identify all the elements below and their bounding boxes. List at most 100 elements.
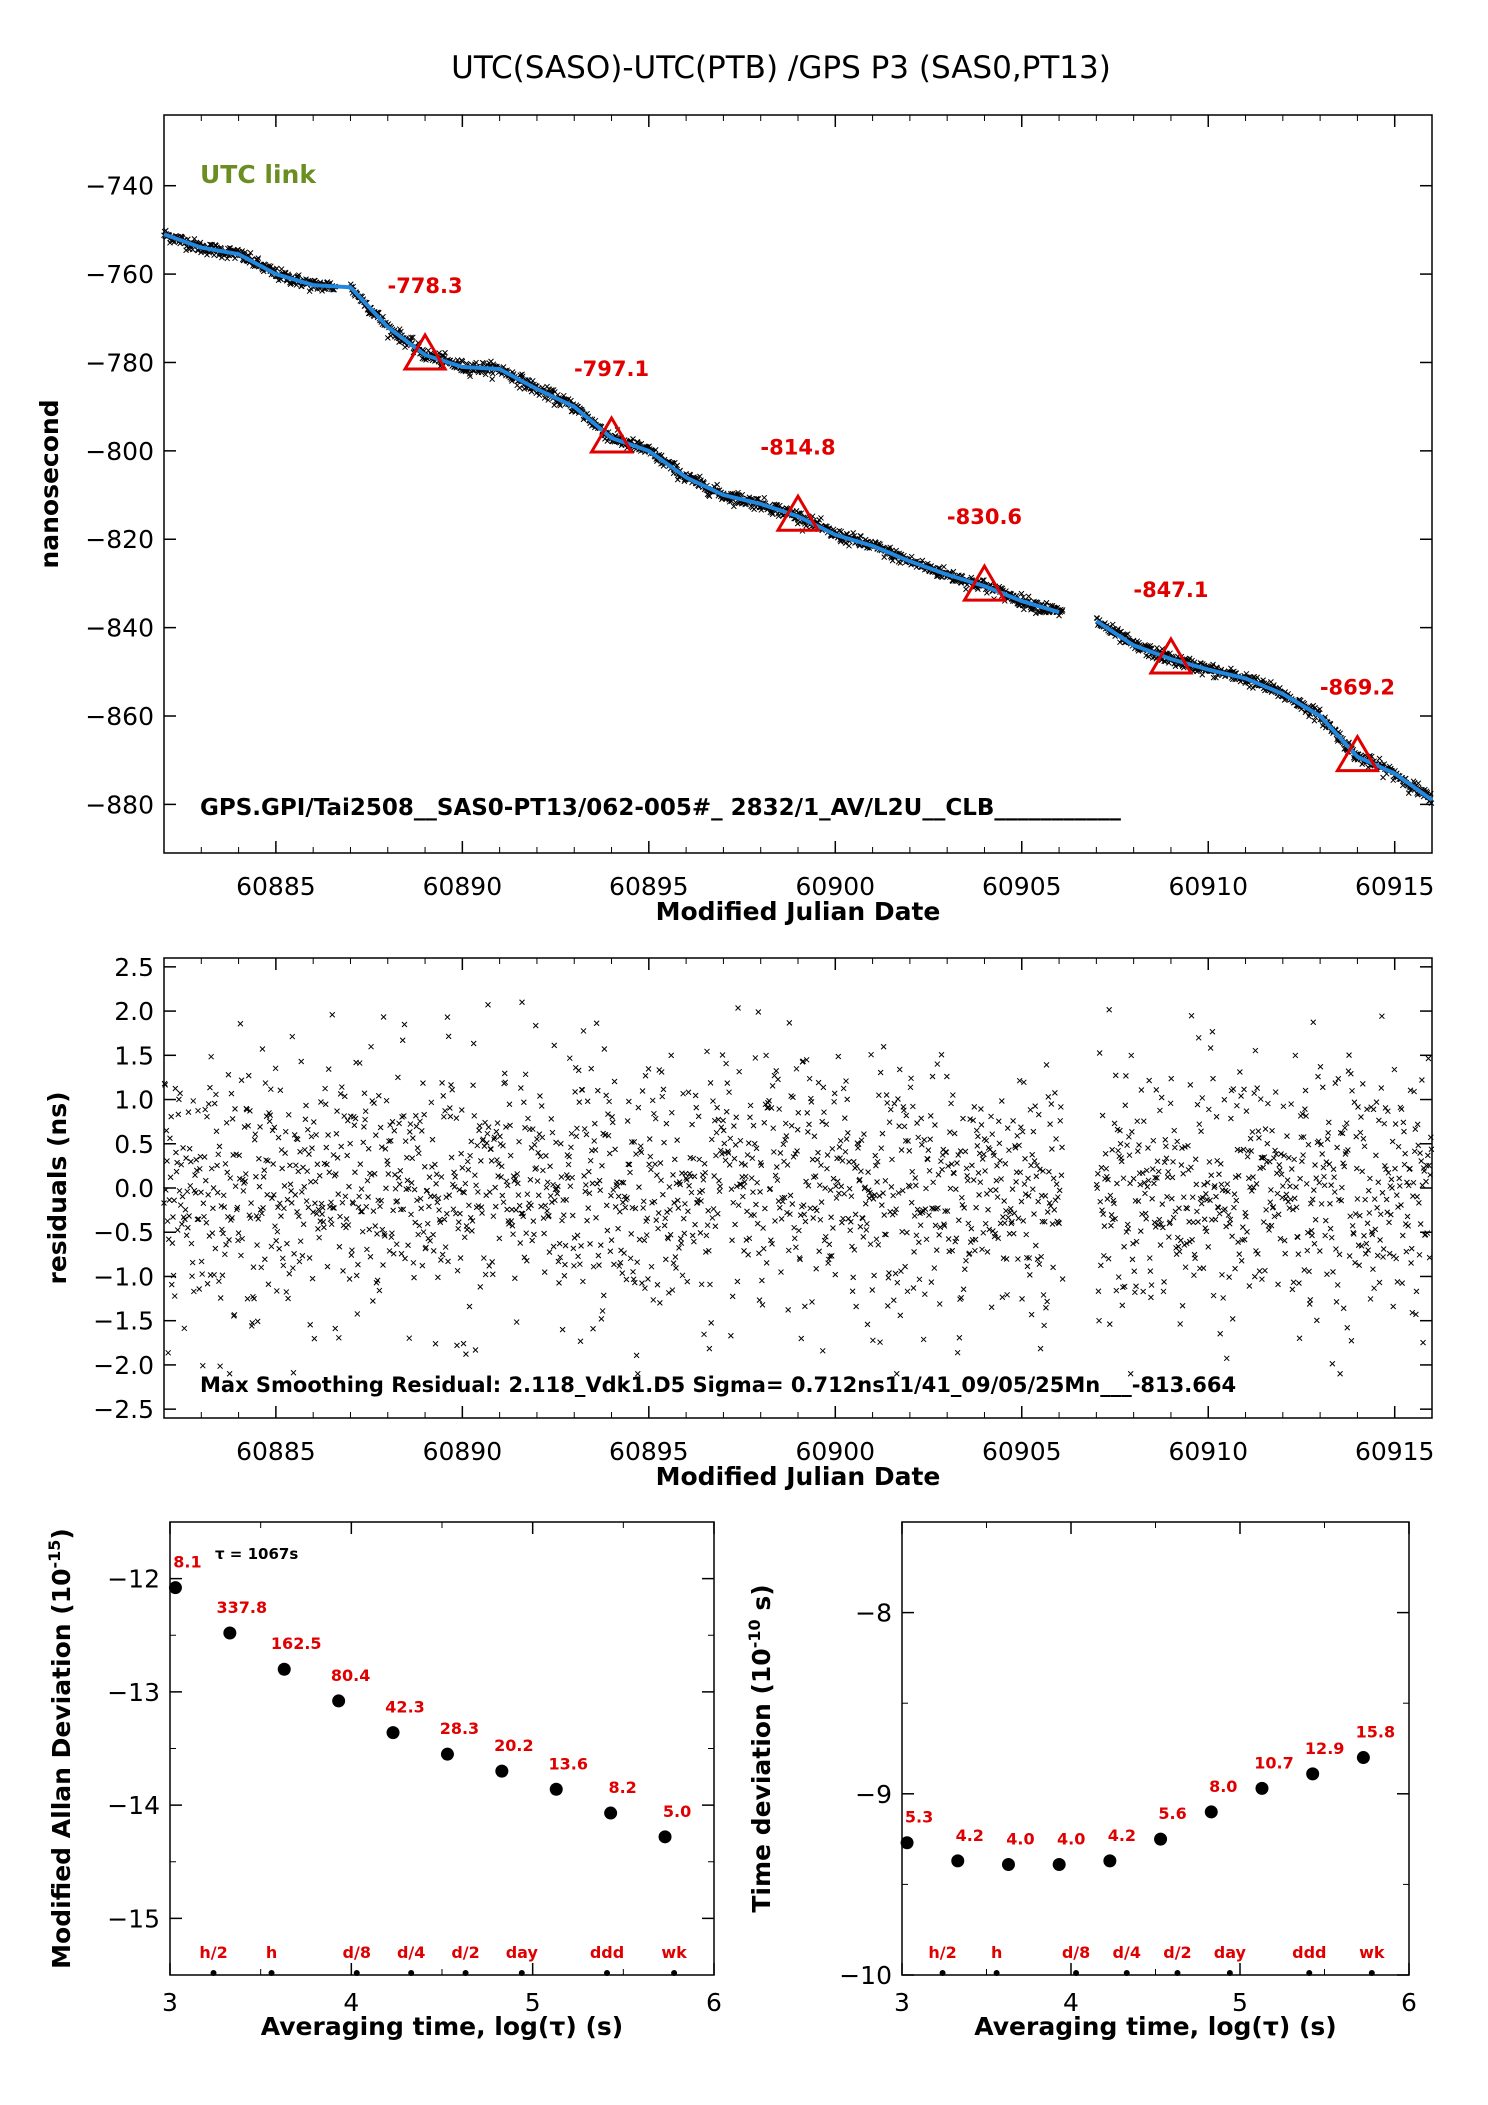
- residual-point: [473, 1182, 479, 1189]
- residual-point: [492, 1203, 499, 1210]
- residual-point: [1155, 1168, 1162, 1175]
- residual-point: [326, 1169, 333, 1176]
- residual-point: [930, 1179, 937, 1186]
- residual-point: [475, 1203, 482, 1209]
- residual-point: [583, 1131, 590, 1138]
- residual-point: [461, 1234, 468, 1241]
- marker-value-label: -797.1: [574, 357, 649, 381]
- residual-point: [1337, 1370, 1343, 1377]
- residual-point: [513, 1207, 519, 1213]
- y-tick-label: −820: [85, 525, 154, 554]
- residual-point: [1283, 1191, 1290, 1198]
- residual-point: [878, 1145, 885, 1152]
- residual-point: [877, 1069, 884, 1076]
- deviation-point: [223, 1626, 237, 1640]
- residual-point: [483, 1140, 490, 1146]
- residual-point: [390, 1250, 397, 1257]
- residual-point: [556, 1280, 562, 1286]
- residual-point: [392, 1185, 399, 1192]
- residual-point: [721, 1140, 728, 1147]
- residual-point: [377, 1203, 383, 1210]
- residual-point: [1327, 1225, 1334, 1232]
- residual-point: [677, 1235, 684, 1242]
- residual-point: [211, 1271, 217, 1278]
- link-point: [846, 542, 852, 549]
- residual-point: [655, 1225, 661, 1232]
- residual-point: [1270, 1204, 1277, 1210]
- residual-point: [984, 1249, 991, 1255]
- residual-point: [858, 1137, 865, 1144]
- residual-point: [503, 1178, 510, 1185]
- residual-point: [318, 1200, 325, 1207]
- residual-point: [824, 1152, 831, 1158]
- residual-point: [597, 1242, 604, 1248]
- residual-point: [221, 1204, 228, 1210]
- residual-point: [349, 1247, 355, 1254]
- residual-point: [1378, 1085, 1385, 1091]
- residual-point: [719, 1151, 725, 1157]
- residual-point: [1265, 1100, 1271, 1107]
- deviation-point-label: 337.8: [217, 1598, 268, 1617]
- residual-point: [1286, 1205, 1293, 1211]
- residual-point: [1006, 1147, 1012, 1154]
- residual-point: [1017, 1169, 1024, 1176]
- residual-point: [935, 1171, 942, 1178]
- residual-point: [239, 1235, 246, 1242]
- residual-point: [670, 1260, 677, 1267]
- residual-point: [976, 1191, 982, 1198]
- residual-point: [938, 1051, 945, 1058]
- residual-point: [1281, 1237, 1288, 1244]
- residual-point: [1251, 1273, 1258, 1280]
- residual-point: [250, 1264, 257, 1271]
- residual-point: [568, 1130, 575, 1137]
- residual-point: [175, 1111, 182, 1118]
- residual-point: [1352, 1259, 1358, 1266]
- residual-point: [1015, 1215, 1022, 1222]
- residual-point: [1201, 1216, 1208, 1223]
- residual-point: [1196, 1121, 1203, 1128]
- residual-point: [416, 1222, 423, 1229]
- residual-point: [1344, 1324, 1351, 1331]
- residual-point: [942, 1208, 948, 1214]
- residual-point: [723, 1060, 729, 1067]
- residual-point: [898, 1268, 904, 1275]
- residual-point: [750, 1189, 756, 1196]
- residual-point: [324, 1263, 331, 1270]
- y-tick-label: −13: [107, 1678, 160, 1707]
- residual-point: [325, 1132, 331, 1138]
- residual-point: [404, 1154, 410, 1161]
- residual-point: [356, 1060, 363, 1066]
- residual-point: [1377, 1211, 1384, 1218]
- link-point: [638, 440, 645, 447]
- residual-point: [745, 1140, 752, 1146]
- residual-point: [747, 1102, 754, 1109]
- residual-point: [773, 1164, 780, 1170]
- residual-point: [1404, 1179, 1410, 1186]
- residual-point: [684, 1278, 691, 1285]
- residual-point: [964, 1173, 971, 1179]
- residual-point: [1401, 1161, 1408, 1168]
- residual-point: [746, 1235, 753, 1242]
- residual-point: [1280, 1103, 1287, 1110]
- residual-point: [692, 1092, 699, 1099]
- residual-point: [1418, 1158, 1425, 1164]
- link-point: [818, 515, 824, 521]
- residual-point: [894, 1279, 901, 1286]
- residual-point: [1346, 1253, 1353, 1259]
- residual-point: [1108, 1222, 1114, 1229]
- residual-point: [701, 1331, 707, 1338]
- y-tick-label: −760: [85, 260, 154, 289]
- residual-point: [1121, 1243, 1127, 1250]
- residual-point: [1250, 1174, 1256, 1180]
- x-axis-label: Averaging time, log(τ) (s): [261, 2012, 623, 2041]
- residual-point: [572, 1088, 578, 1095]
- residual-point: [344, 1152, 351, 1159]
- tau-marker-dot: [210, 1970, 217, 1976]
- tau-marker-dot: [1226, 1970, 1233, 1976]
- residual-point: [387, 1137, 394, 1144]
- residual-point: [1106, 1321, 1113, 1327]
- residual-point: [296, 1213, 302, 1220]
- residual-point: [1322, 1217, 1329, 1224]
- residual-point: [861, 1131, 867, 1138]
- residual-point: [1291, 1156, 1298, 1163]
